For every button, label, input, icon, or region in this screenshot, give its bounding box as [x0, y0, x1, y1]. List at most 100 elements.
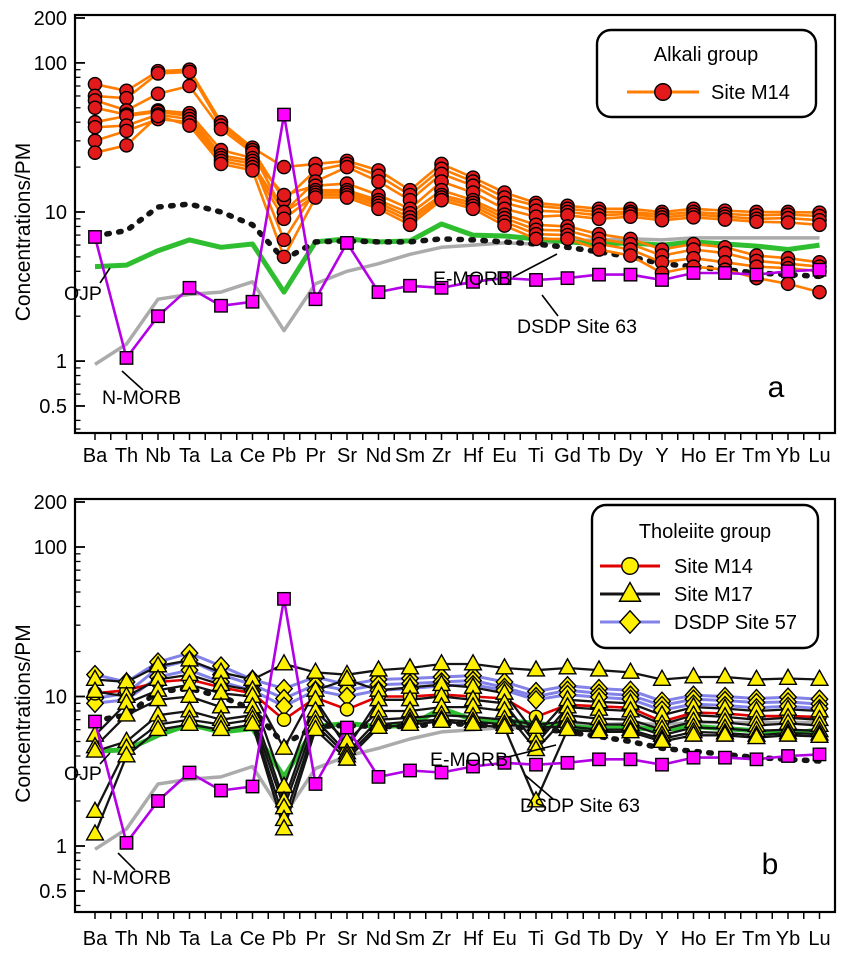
triangle-marker — [274, 737, 294, 755]
y-tick-label: 100 — [34, 53, 67, 75]
square-marker — [529, 273, 543, 287]
triangle-marker — [211, 719, 231, 737]
x-category-label: Y — [655, 928, 668, 950]
square-marker — [214, 783, 228, 798]
x-category-label: Th — [115, 445, 138, 467]
triangle-marker — [274, 818, 294, 836]
legend-entry-label: Site M17 — [674, 584, 753, 606]
circle-marker — [182, 78, 197, 94]
x-category-label: Er — [715, 928, 735, 950]
square-marker — [245, 779, 260, 794]
circle-marker — [623, 248, 638, 263]
y-tick-label: 200 — [34, 8, 67, 30]
circle-marker — [276, 232, 292, 248]
square-marker — [655, 757, 669, 772]
annotation-leader — [99, 752, 111, 765]
x-category-label: Th — [115, 928, 138, 950]
square-marker — [151, 794, 165, 808]
legend-a: Alkali group Site M14 — [595, 28, 818, 119]
triangle-marker — [746, 668, 767, 686]
square-marker — [812, 262, 827, 277]
circle-marker — [87, 145, 103, 160]
circle-marker — [623, 209, 638, 224]
circle-marker — [402, 217, 418, 233]
triangle-marker — [746, 727, 767, 745]
legend-title: Alkali group — [654, 44, 759, 66]
x-category-label: Pr — [306, 445, 326, 467]
legend-b: Tholeiite group Site M14 Site M17 DSDP Site… — [590, 503, 820, 650]
y-tick-label: 10 — [45, 687, 67, 709]
triangle-marker — [683, 666, 704, 684]
circle-marker — [812, 284, 827, 300]
x-category-label: Tb — [587, 445, 610, 467]
triangle-marker — [778, 724, 798, 742]
triangle-marker — [463, 713, 483, 731]
circle-marker — [749, 214, 764, 230]
x-category-label: Ti — [528, 928, 544, 950]
annotation-leader — [117, 852, 136, 871]
square-marker — [686, 750, 701, 765]
triangle-marker — [179, 713, 200, 731]
square-marker — [88, 714, 102, 729]
triangle-marker — [620, 721, 641, 739]
x-category-label: Yb — [776, 445, 800, 467]
annotation-leader — [512, 253, 558, 278]
circle-marker — [654, 212, 670, 228]
triangle-marker — [715, 724, 735, 742]
triangle-marker — [683, 724, 704, 742]
square-marker — [466, 759, 480, 774]
square-marker — [434, 765, 449, 780]
triangle-marker — [337, 748, 357, 766]
y-tick-label: 1 — [56, 351, 67, 373]
x-category-label: La — [210, 928, 233, 950]
triangle-marker — [116, 704, 137, 722]
circle-marker — [497, 218, 512, 233]
circle-marker — [308, 190, 323, 205]
annotation-dsdp-site-63: DSDP Site 63 — [517, 316, 637, 338]
x-category-label: Lu — [808, 928, 830, 950]
triangle-marker — [368, 659, 389, 677]
diamond-marker — [618, 609, 642, 635]
triangle-marker — [116, 745, 137, 763]
square-marker — [718, 750, 732, 765]
triangle-marker — [589, 721, 609, 739]
circle-marker — [150, 66, 166, 81]
annotation-leader — [99, 267, 111, 284]
circle-marker — [119, 138, 134, 153]
circle-marker — [87, 119, 103, 135]
x-category-label: Ba — [83, 928, 108, 950]
square-marker — [182, 765, 197, 780]
square-marker — [371, 769, 386, 784]
square-marker — [308, 777, 323, 791]
triangle-marker — [305, 719, 326, 737]
circle-marker — [434, 192, 449, 208]
square-marker — [119, 835, 134, 850]
triangle-marker — [431, 653, 452, 671]
square-marker — [718, 266, 732, 280]
x-category-label: Nb — [145, 445, 171, 467]
triangle-marker — [274, 653, 294, 671]
x-category-label: La — [210, 445, 233, 467]
circle-marker — [621, 557, 639, 575]
annotation-leader — [121, 370, 144, 391]
x-category-label: Zr — [432, 445, 451, 467]
square-marker — [308, 292, 323, 307]
square-marker — [686, 266, 701, 280]
square-marker — [623, 267, 638, 282]
annotation-e-morb: E-MORB — [430, 749, 508, 771]
x-category-label: Hf — [463, 928, 483, 950]
circle-marker — [276, 159, 292, 175]
circle-marker — [371, 174, 386, 189]
triangle-marker — [400, 713, 420, 731]
x-category-label: Sr — [337, 445, 357, 467]
triangle-marker — [589, 659, 609, 677]
y-axis-title: Concentrations/PM — [12, 624, 35, 803]
square-marker — [812, 747, 827, 762]
x-category-label: Sr — [337, 928, 357, 950]
x-category-label: Ho — [681, 928, 707, 950]
x-category-label: Gd — [554, 445, 581, 467]
triangle-marker — [620, 661, 641, 679]
x-category-label: Ce — [240, 928, 266, 950]
